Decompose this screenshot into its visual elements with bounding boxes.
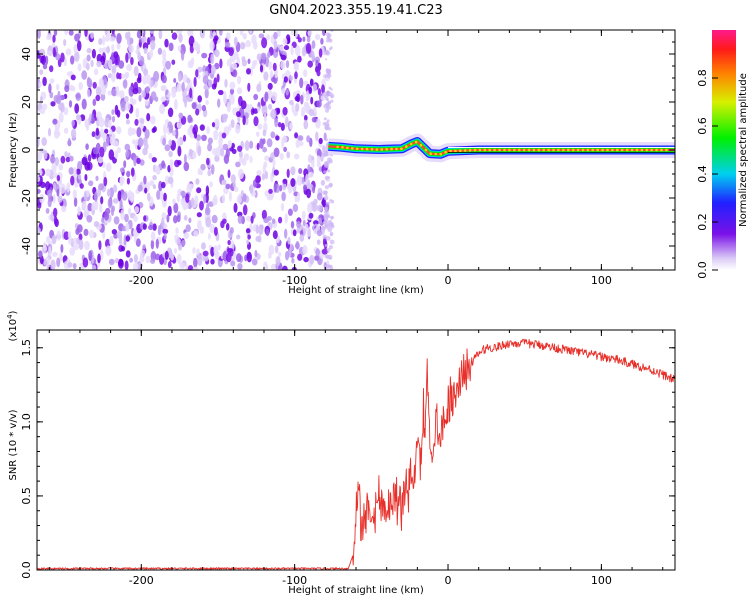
noise-edge [322,30,335,270]
snr-y-tick-label: 0.5 [20,487,33,505]
snr-y-tick-label: 0.0 [20,561,33,579]
colorbar-tick-label: 0.8 [696,69,709,87]
spectrogram-y-tick-label: 0 [20,147,33,154]
spectrogram-y-axis-label: Frequency (Hz) [8,112,19,188]
colorbar-ticks: 0.0 0.2 0.4 0.6 0.8 [696,69,718,279]
snr-x-tick-label: -200 [129,574,154,587]
snr-y-axis-label: SNR (10 * v/v) [8,409,19,480]
spectrogram-x-tick-label: 0 [445,274,452,287]
snr-panel: -200 -100 0 100 0.0 0.5 1.0 1.5 Height of strai… [6,310,676,596]
colorbar-tick-label: 0.4 [696,165,709,183]
spectrogram-y-tick-label: -20 [20,189,33,207]
snr-y-tick-label: 1.0 [20,413,33,431]
colorbar-tick-label: 0.0 [696,261,709,279]
snr-x-tick-label: -100 [282,574,307,587]
snr-x-tick-label: 0 [445,574,452,587]
spectrogram-y-tick-label: -40 [20,237,33,255]
signal-band [327,133,675,163]
noise-speckle [37,30,331,270]
spectrogram-x-tick-label: -200 [129,274,154,287]
snr-data-points [37,343,675,569]
spectrogram-x-tick-label: 100 [591,274,612,287]
colorbar-label: Normalized spectral amplitude [738,73,749,227]
spectrogram-y-tick-label: 40 [20,47,33,61]
spectrogram-x-tick-label: -100 [282,274,307,287]
spectrogram-x-axis-label: Height of straight line (km) [288,285,424,296]
colorbar-gradient [712,30,736,270]
snr-x-axis-label: Height of straight line (km) [288,585,424,596]
colorbar: 0.0 0.2 0.4 0.6 0.8 Normalized spectral ampl… [696,30,749,279]
snr-plot-area [37,338,675,570]
snr-ticks: -200 -100 0 100 0.0 0.5 1.0 1.5 [20,330,675,587]
colorbar-tick-label: 0.2 [696,213,709,231]
snr-series-line [37,338,675,570]
snr-frame [36,329,676,571]
snr-y-scale-label: (x104) [6,310,19,341]
figure-title: GN04.2023.355.19.41.C23 [269,3,443,18]
spectrogram-image [37,30,675,270]
spectrogram-y-tick-label: 20 [20,95,33,109]
signal-core-dots [336,140,668,156]
snr-y-tick-label: 1.5 [20,339,33,357]
colorbar-tick-label: 0.6 [696,117,709,135]
snr-x-tick-label: 100 [591,574,612,587]
